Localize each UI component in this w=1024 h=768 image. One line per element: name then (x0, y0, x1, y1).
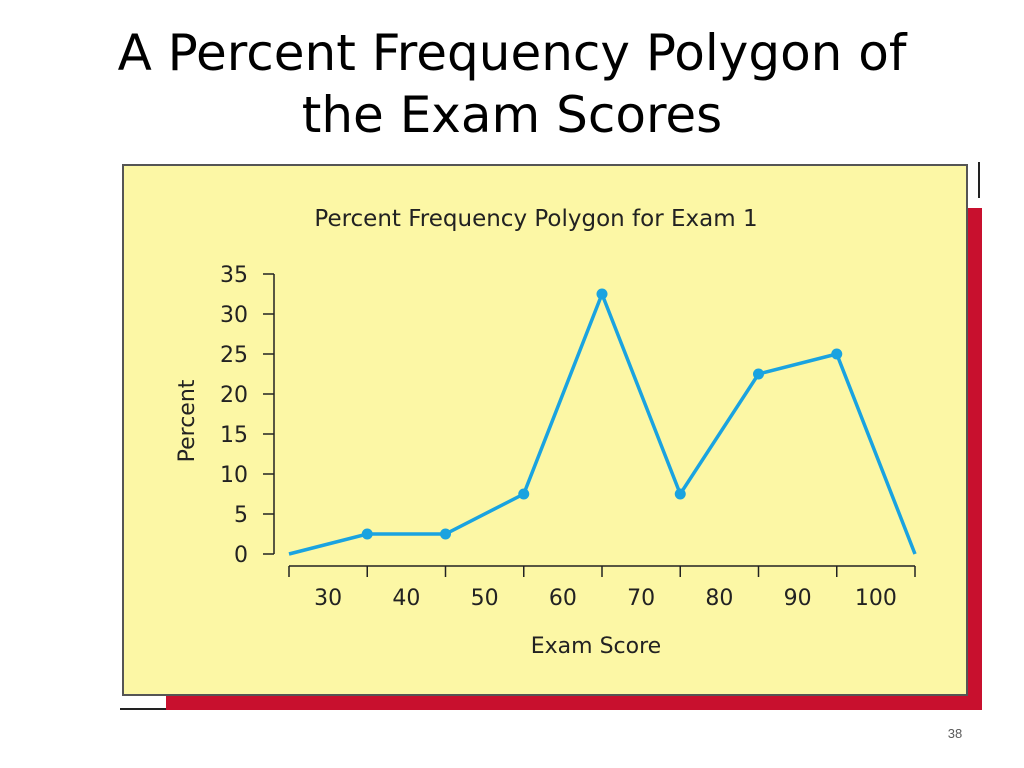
slide-title-line-2: the Exam Scores (301, 86, 723, 144)
x-tick-label: 50 (471, 586, 499, 611)
y-tick-label: 30 (220, 303, 248, 328)
data-point (361, 528, 373, 540)
x-axis: 30 40 50 60 70 80 90 100 (288, 565, 916, 611)
y-tick-label: 10 (220, 463, 248, 488)
x-axis-label: Exam Score (531, 634, 661, 659)
chart-svg: Percent Frequency Polygon for Exam 1 0 5 1… (175, 206, 917, 659)
y-axis-label: Percent (175, 379, 200, 462)
y-axis: 0 5 10 15 20 25 30 35 (220, 263, 275, 568)
x-tick-label: 40 (392, 586, 420, 611)
data-point (596, 288, 608, 300)
page-number: 38 (947, 726, 963, 741)
chart-title: Percent Frequency Polygon for Exam 1 (314, 206, 757, 232)
chart-panel: Percent Frequency Polygon for Exam 1 0 5 1… (122, 164, 968, 696)
x-tick-label: 70 (627, 586, 655, 611)
x-tick-label: 60 (549, 586, 577, 611)
series-group (288, 288, 917, 556)
data-point (753, 368, 764, 380)
y-tick-label: 0 (234, 543, 248, 568)
series-line (288, 289, 917, 556)
y-tick-label: 20 (220, 383, 248, 408)
data-point (518, 488, 530, 500)
x-tick-label: 80 (705, 586, 733, 611)
y-tick-label: 25 (220, 343, 248, 368)
data-point (674, 488, 686, 500)
data-point (440, 528, 451, 540)
slide-title: A Percent Frequency Polygon of the Exam … (0, 22, 1024, 146)
x-tick-label: 30 (314, 586, 342, 611)
x-tick-label: 90 (784, 586, 812, 611)
frame-line-bottom (120, 708, 166, 710)
slide-title-line-1: A Percent Frequency Polygon of (117, 24, 907, 82)
y-tick-label: 35 (220, 263, 248, 288)
x-tick-label: 100 (855, 586, 897, 611)
data-point (831, 348, 843, 360)
y-tick-label: 15 (220, 423, 248, 448)
chart-frame: Percent Frequency Polygon for Exam 1 0 5 1… (118, 160, 988, 715)
y-tick-label: 5 (234, 503, 248, 528)
frame-line-top (978, 162, 980, 198)
